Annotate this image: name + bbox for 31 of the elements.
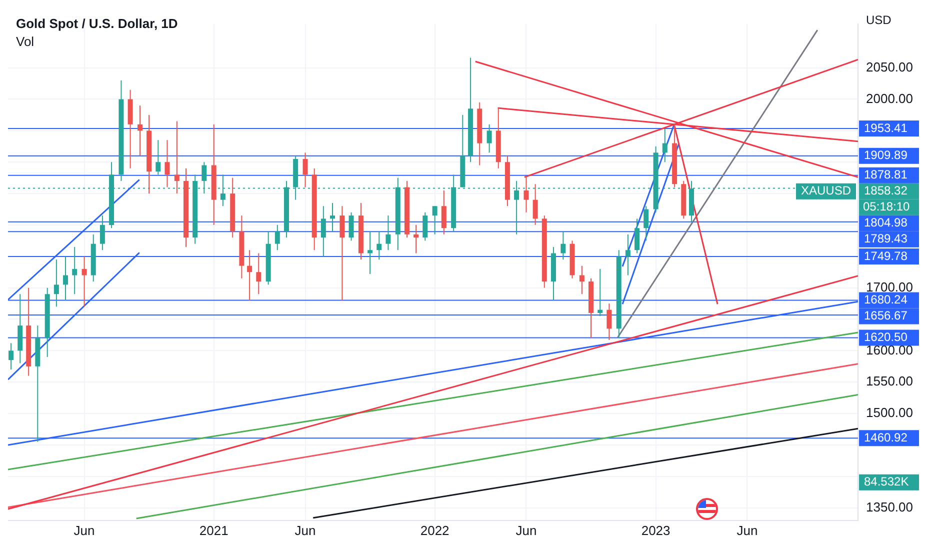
ref-line-label: 1953.41 (864, 120, 908, 135)
x-tick-label: Jun (294, 522, 316, 538)
y-tick-label: 1350.00 (866, 499, 913, 514)
annotation: XAUUSD (801, 184, 852, 198)
x-tick-label: 2022 (420, 522, 450, 538)
x-tick-label: 2021 (199, 522, 228, 538)
text: 84.532K (864, 474, 909, 489)
ref-line-label: 1789.43 (864, 232, 908, 246)
y-tick-label: 2050.00 (866, 59, 913, 74)
y-tick-label: 1550.00 (866, 374, 913, 389)
x-tick-label: Jun (74, 522, 95, 538)
ref-line-label: 1878.81 (864, 168, 908, 182)
ref-line-label: 1680.24 (864, 292, 908, 307)
y-tick-label: 1600.00 (866, 342, 913, 358)
x-tick-label: 2023 (641, 522, 670, 538)
x-tick-label: Jun (736, 522, 758, 538)
text: 05:18:10 (863, 200, 910, 214)
ref-line-label: 1460.92 (864, 430, 908, 444)
ref-line-label: 1749.78 (864, 248, 908, 263)
ref-line-label: 1804.98 (864, 216, 908, 230)
ref-line-label: 1656.67 (864, 308, 908, 323)
x-tick-label: Jun (516, 522, 537, 538)
ref-line-label: 1909.89 (864, 148, 908, 162)
chart-title: Gold Spot / U.S. Dollar, 1D (16, 16, 178, 31)
y-tick-label: 1700.00 (866, 279, 913, 294)
y-tick-label: 1500.00 (866, 405, 913, 420)
annotation: Vol (16, 34, 34, 49)
ref-line-label: 1620.50 (864, 330, 908, 344)
y-tick-label: 2000.00 (866, 90, 913, 106)
ref-line-label: 1858.32 (864, 184, 908, 198)
y-axis-title: USD (866, 13, 892, 27)
